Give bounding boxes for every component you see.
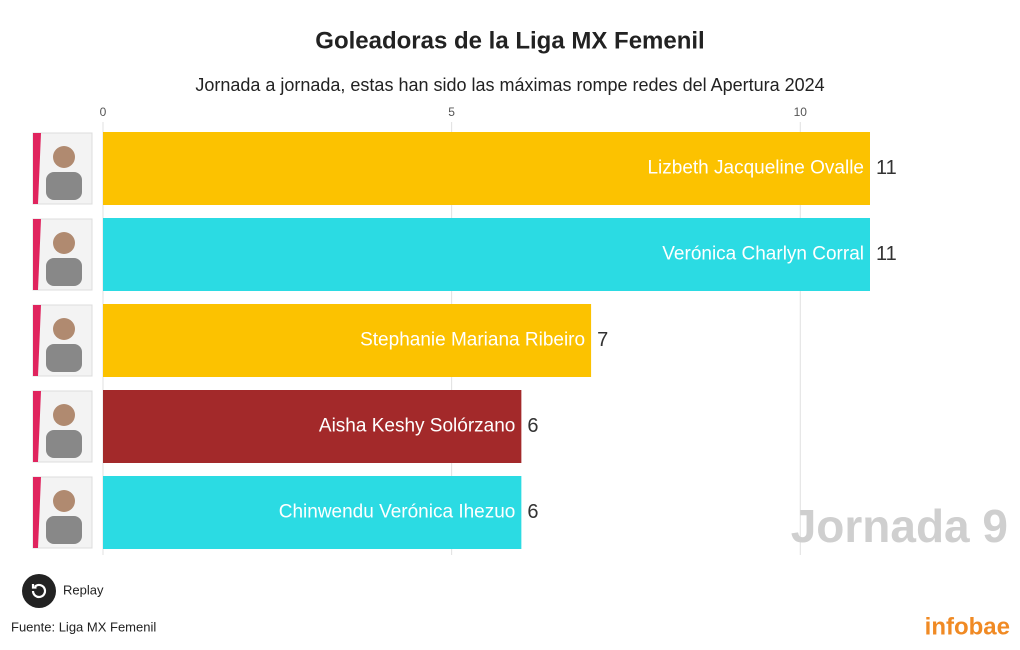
- player-head: [53, 490, 75, 512]
- brand-logo: infobae: [925, 613, 1010, 640]
- period-label: Jornada 9: [791, 500, 1008, 552]
- value-label: 11: [876, 243, 897, 265]
- value-label: 6: [527, 501, 538, 523]
- player-body: [46, 344, 82, 372]
- photo-accent: [33, 391, 41, 462]
- chart-subtitle: Jornada a jornada, estas han sido las má…: [195, 75, 824, 95]
- x-tick-label: 0: [100, 105, 107, 119]
- replay-label[interactable]: Replay: [63, 582, 104, 597]
- value-label: 11: [876, 157, 897, 179]
- x-tick-label: 10: [794, 105, 808, 119]
- x-tick-label: 5: [448, 105, 455, 119]
- bar: [103, 390, 522, 463]
- bar: [103, 218, 870, 291]
- source: Fuente: Liga MX Femenil: [11, 619, 156, 634]
- value-label: 6: [527, 415, 538, 437]
- photo-accent: [33, 305, 41, 376]
- bar-label: Verónica Charlyn Corral: [662, 244, 864, 265]
- bar-label: Chinwendu Verónica Ihezuo: [279, 502, 516, 523]
- bar: [103, 132, 870, 205]
- player-head: [53, 404, 75, 426]
- replay-arrow[interactable]: [31, 583, 47, 599]
- player-head: [53, 318, 75, 340]
- photo-accent: [33, 219, 41, 290]
- replay-icon[interactable]: [22, 574, 56, 608]
- replay-button[interactable]: Replay: [22, 574, 104, 608]
- bar: [103, 476, 522, 549]
- player-head: [53, 232, 75, 254]
- player-body: [46, 172, 82, 200]
- bar-label: Stephanie Mariana Ribeiro: [360, 330, 585, 351]
- bar-label: Lizbeth Jacqueline Ovalle: [647, 158, 864, 179]
- player-body: [46, 430, 82, 458]
- bar-label: Aisha Keshy Solórzano: [319, 416, 515, 437]
- value-label: 7: [597, 329, 608, 351]
- bar: [103, 304, 592, 377]
- player-head: [53, 146, 75, 168]
- chart-title: Goleadoras de la Liga MX Femenil: [315, 27, 704, 54]
- player-body: [46, 516, 82, 544]
- photo-accent: [33, 133, 41, 204]
- photo-accent: [33, 477, 41, 548]
- player-body: [46, 258, 82, 286]
